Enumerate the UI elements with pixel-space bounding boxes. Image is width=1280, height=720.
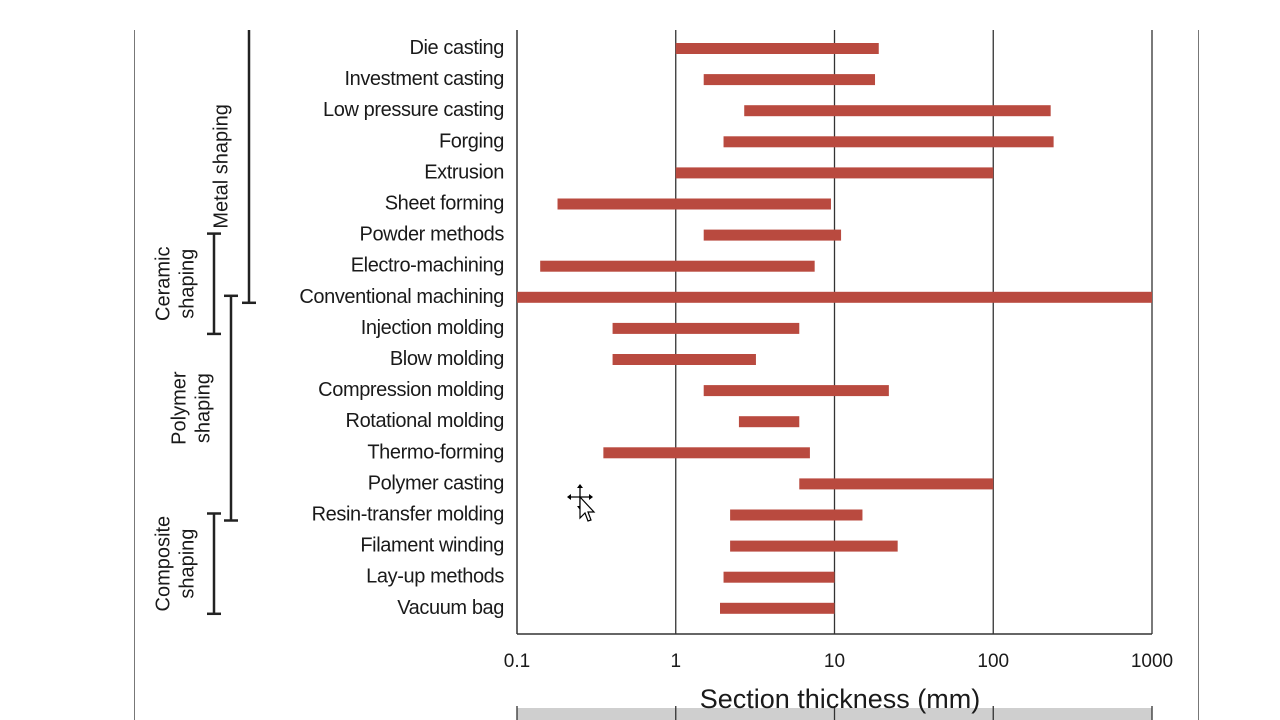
page-left-edge <box>134 30 135 720</box>
x-tick-label: 1000 <box>1131 651 1173 672</box>
bar-14 <box>603 447 810 459</box>
x-tick-label: 10 <box>824 651 845 672</box>
bar-5 <box>675 167 994 179</box>
category-label: Blow molding <box>390 348 504 370</box>
category-label: Low pressure casting <box>323 99 504 121</box>
page-right-edge <box>1198 30 1199 720</box>
category-label: Filament winding <box>360 535 504 557</box>
bar-7 <box>703 229 842 241</box>
category-label: Polymer casting <box>368 472 504 494</box>
group-label: shaping <box>192 373 214 443</box>
group-label: Composite <box>152 516 174 612</box>
bar-3 <box>744 105 1051 117</box>
group-label: shaping <box>176 529 198 599</box>
category-label: Vacuum bag <box>397 597 504 619</box>
category-label: Injection molding <box>361 317 504 339</box>
category-label: Die casting <box>409 37 504 59</box>
bar-16 <box>730 509 863 521</box>
x-axis-title: Section thickness (mm) <box>700 684 981 714</box>
bar-9 <box>517 291 1152 303</box>
bar-1 <box>675 43 879 54</box>
x-tick-label: 100 <box>977 651 1009 672</box>
category-label: Forging <box>439 130 504 152</box>
category-label: Compression molding <box>318 379 504 401</box>
category-label: Lay-up methods <box>366 566 504 588</box>
x-tick-label: 1 <box>670 651 681 672</box>
group-label: Metal shaping <box>210 104 232 229</box>
bar-4 <box>723 136 1054 148</box>
x-tick-label: 0.1 <box>504 651 530 672</box>
bar-2 <box>703 74 876 86</box>
group-label: Ceramic <box>152 247 174 321</box>
category-label: Sheet forming <box>385 193 504 215</box>
bar-10 <box>612 322 800 334</box>
move-cursor-icon <box>567 484 596 522</box>
group-label: shaping <box>176 249 198 319</box>
bar-17 <box>730 540 898 552</box>
category-label: Electro-machining <box>351 255 504 277</box>
category-label: Rotational molding <box>346 410 504 432</box>
category-label: Powder methods <box>360 224 505 246</box>
category-label: Resin-transfer molding <box>312 504 504 526</box>
bar-19 <box>720 602 835 614</box>
bar-18 <box>723 571 835 583</box>
category-label: Thermo-forming <box>367 441 504 463</box>
bar-11 <box>612 354 756 365</box>
bar-12 <box>703 385 889 397</box>
group-label: Polymer <box>168 371 190 445</box>
bar-15 <box>799 478 994 490</box>
bar-6 <box>557 198 831 210</box>
category-label: Investment casting <box>344 68 504 90</box>
bar-13 <box>738 416 800 428</box>
category-label: Extrusion <box>424 161 504 183</box>
category-label: Conventional machining <box>299 286 504 308</box>
bar-8 <box>540 260 815 272</box>
